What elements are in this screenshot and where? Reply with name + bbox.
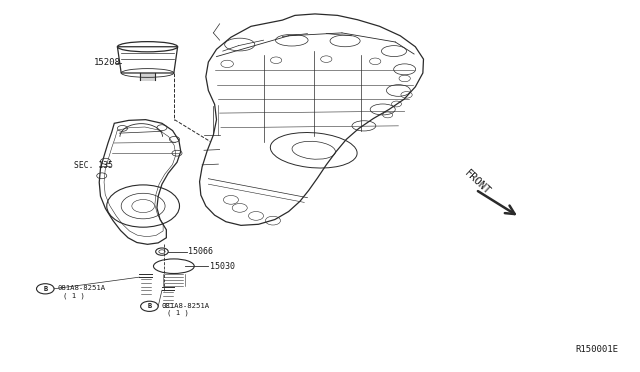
- Text: 081A8-8251A: 081A8-8251A: [58, 285, 106, 291]
- Text: 081A8-8251A: 081A8-8251A: [162, 302, 210, 309]
- Text: FRONT: FRONT: [463, 168, 493, 197]
- Text: R150001E: R150001E: [575, 346, 618, 355]
- Text: B: B: [43, 286, 47, 292]
- Text: 15066: 15066: [188, 247, 213, 256]
- Text: 15030: 15030: [210, 262, 235, 271]
- Text: SEC. 135: SEC. 135: [74, 161, 113, 170]
- Text: ( 1 ): ( 1 ): [63, 292, 84, 299]
- Text: B: B: [147, 303, 152, 309]
- Text: ( 1 ): ( 1 ): [167, 310, 189, 316]
- Text: 15208: 15208: [94, 58, 121, 67]
